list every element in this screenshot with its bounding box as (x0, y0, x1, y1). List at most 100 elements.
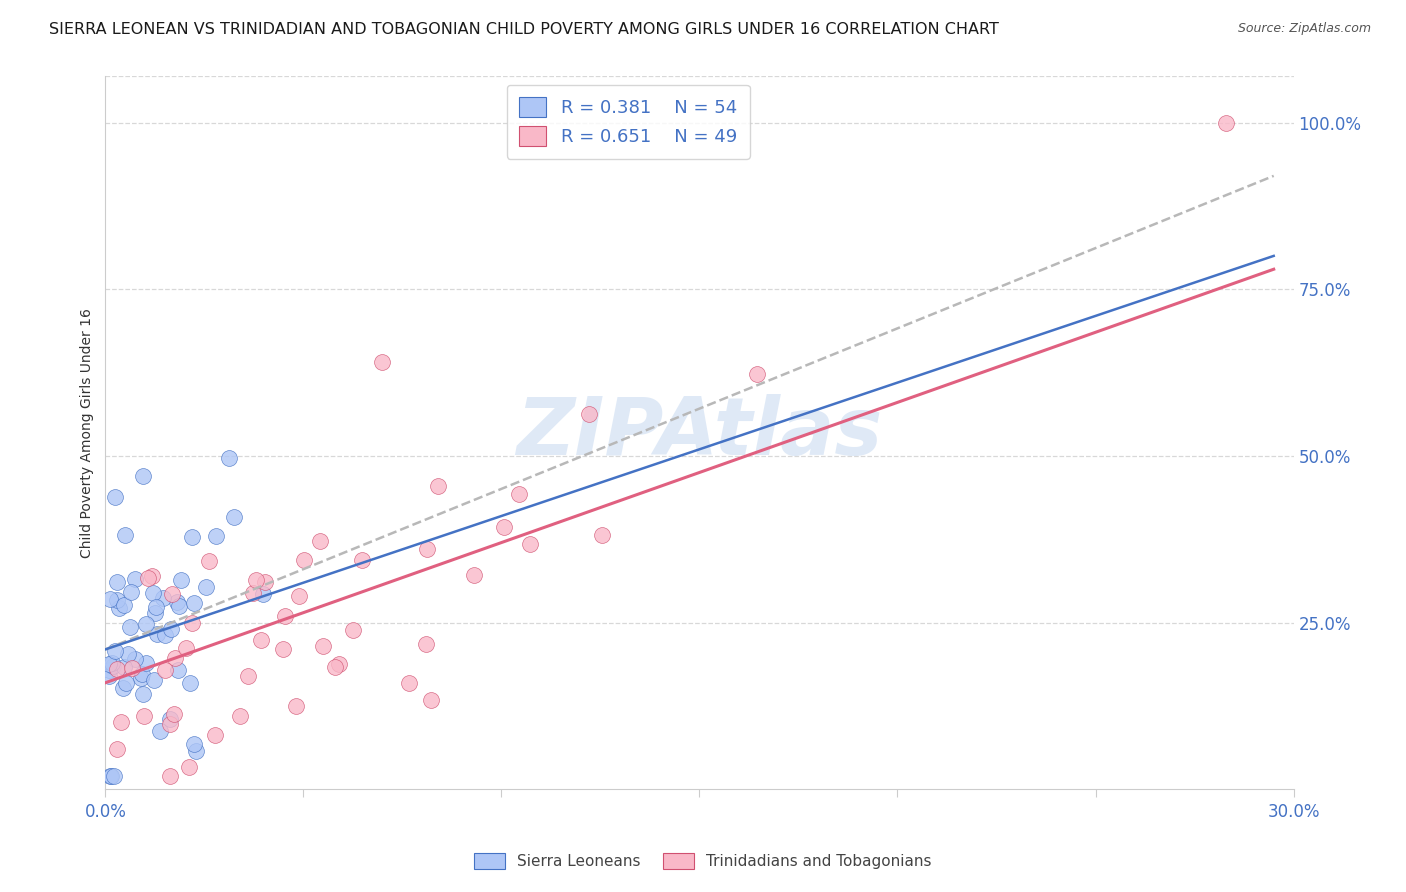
Point (143, 606, 166, 620)
Point (103, 659, 125, 673)
Point (463, 568, 485, 582)
Point (170, 573, 193, 587)
Point (415, 637, 437, 651)
Text: ZIPAtlas: ZIPAtlas (516, 393, 883, 472)
Point (312, 639, 335, 653)
Point (142, 586, 165, 600)
Point (287, 589, 309, 603)
Point (166, 594, 188, 608)
Point (186, 744, 208, 758)
Point (141, 569, 163, 583)
Point (98, 657, 121, 671)
Point (292, 553, 315, 567)
Point (183, 596, 205, 610)
Point (179, 675, 201, 690)
Point (112, 681, 135, 695)
Point (245, 573, 267, 587)
Point (131, 667, 153, 681)
Point (105, 662, 128, 676)
Point (323, 660, 346, 674)
Text: SIERRA LEONEAN VS TRINIDADIAN AND TOBAGONIAN CHILD POVERTY AMONG GIRLS UNDER 16 : SIERRA LEONEAN VS TRINIDADIAN AND TOBAGO… (49, 22, 1000, 37)
Point (129, 671, 152, 685)
Point (148, 724, 170, 739)
Point (492, 520, 515, 534)
Point (519, 537, 541, 551)
Point (104, 491, 127, 505)
Point (138, 571, 160, 585)
Point (591, 527, 613, 541)
Point (342, 623, 364, 637)
Point (508, 487, 530, 501)
Point (105, 592, 128, 607)
Point (198, 554, 221, 568)
Point (309, 534, 332, 549)
Point (98, 669, 121, 683)
Point (120, 585, 142, 599)
Point (160, 587, 183, 601)
Point (222, 510, 245, 524)
Point (143, 673, 166, 688)
Point (103, 769, 125, 783)
Point (100, 657, 122, 671)
Point (152, 591, 174, 605)
Point (416, 542, 439, 557)
Point (159, 712, 181, 726)
Point (271, 642, 294, 657)
Point (110, 714, 132, 729)
Point (98, 591, 121, 606)
Point (284, 698, 307, 713)
Point (252, 587, 274, 601)
Point (183, 737, 205, 751)
Point (370, 354, 392, 368)
Point (166, 664, 188, 678)
Point (124, 652, 146, 666)
Point (112, 598, 135, 612)
Point (398, 675, 420, 690)
Point (204, 728, 226, 742)
Point (253, 574, 276, 589)
Point (105, 575, 128, 590)
Point (159, 716, 181, 731)
Point (181, 615, 204, 630)
Point (98, 663, 121, 677)
Point (419, 693, 441, 707)
Point (427, 478, 450, 492)
Point (250, 632, 273, 647)
Point (107, 600, 129, 615)
Point (163, 651, 186, 665)
Point (328, 657, 350, 672)
Legend: R = 0.381    N = 54, R = 0.651    N = 49: R = 0.381 N = 54, R = 0.651 N = 49 (506, 85, 749, 159)
Point (112, 659, 135, 673)
Point (135, 617, 157, 632)
Point (177, 760, 200, 774)
Point (121, 661, 143, 675)
Point (242, 586, 264, 600)
Point (153, 663, 176, 677)
Point (180, 530, 202, 544)
Point (745, 368, 768, 382)
Point (145, 599, 167, 614)
Point (229, 709, 252, 723)
Point (205, 529, 228, 543)
Point (105, 742, 128, 756)
Point (167, 599, 190, 613)
Point (578, 407, 600, 421)
Point (238, 668, 260, 682)
Point (132, 708, 155, 723)
Point (100, 769, 122, 783)
Point (350, 553, 373, 567)
Legend: Sierra Leoneans, Trinidadians and Tobagonians: Sierra Leoneans, Trinidadians and Tobago… (468, 847, 938, 875)
Text: Source: ZipAtlas.com: Source: ZipAtlas.com (1237, 22, 1371, 36)
Point (218, 450, 240, 465)
Y-axis label: Child Poverty Among Girls Under 16: Child Poverty Among Girls Under 16 (80, 308, 94, 558)
Point (131, 469, 153, 483)
Point (135, 656, 157, 670)
Point (104, 644, 127, 658)
Point (117, 647, 139, 661)
Point (118, 620, 141, 634)
Point (159, 769, 181, 783)
Point (1215, 115, 1237, 129)
Point (274, 608, 297, 623)
Point (162, 707, 184, 722)
Point (153, 628, 176, 642)
